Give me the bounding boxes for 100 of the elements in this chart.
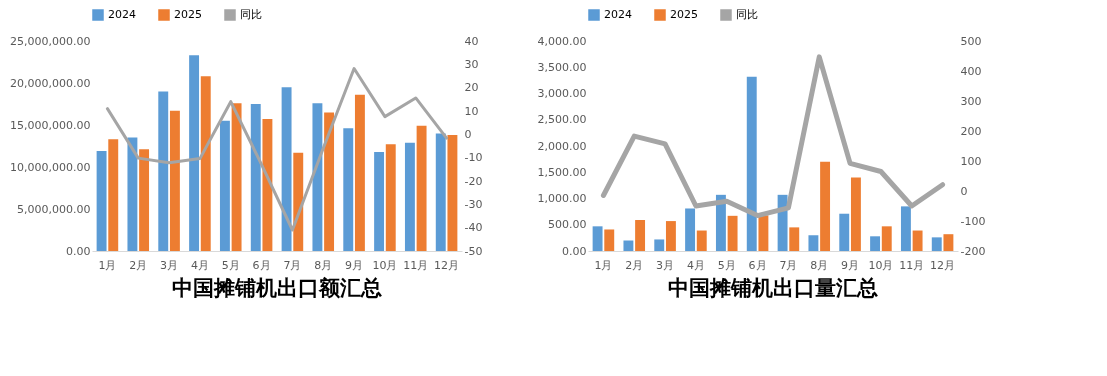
x-tick-label: 1月 (98, 258, 117, 272)
bar (943, 234, 954, 251)
y-tick-label: 4,000.00 (537, 34, 587, 48)
y2-tick-label: 20 (464, 81, 479, 95)
x-tick-label: 10月 (868, 258, 894, 272)
x-tick-label: 2月 (625, 258, 644, 272)
bar (139, 149, 150, 251)
legend-label: 同比 (736, 8, 758, 21)
legend-label: 2025 (670, 8, 698, 21)
y2-tick-label: 30 (464, 57, 479, 71)
y2-tick-label: -50 (464, 244, 483, 258)
x-tick-label: 8月 (810, 258, 829, 272)
line-series (105, 67, 449, 232)
x-tick-label: 3月 (160, 258, 179, 272)
y2-tick-label: 400 (960, 64, 982, 78)
bar (374, 151, 385, 251)
bar (604, 229, 615, 251)
y2-tick-label: 300 (960, 94, 982, 108)
x-tick-label: 11月 (899, 258, 925, 272)
text: 中国摊铺机出口量汇总 (668, 276, 878, 300)
x-tick-label: 3月 (656, 258, 675, 272)
bar (231, 103, 242, 251)
y-tick-label: 500.00 (548, 218, 587, 232)
bar (746, 76, 757, 251)
bar (592, 226, 603, 251)
y-tick-label: 25,000,000.00 (10, 34, 91, 48)
y-tick-label: 10,000,000.00 (10, 160, 91, 174)
bar (200, 76, 211, 251)
bar (912, 230, 923, 251)
x-tick-label: 6月 (252, 258, 271, 272)
bar (96, 151, 107, 251)
bar (839, 213, 850, 251)
y-tick-label: 2,500.00 (537, 113, 587, 127)
bar (343, 128, 354, 251)
bar (665, 221, 676, 251)
bar (416, 125, 427, 251)
y2-tick-label: -10 (464, 151, 483, 165)
bar (931, 237, 942, 251)
bar (108, 139, 119, 251)
bar (635, 220, 646, 251)
x-tick-label: 5月 (221, 258, 240, 272)
y-tick-label: 2,000.00 (537, 139, 587, 153)
bar (727, 215, 738, 251)
bar (385, 144, 396, 251)
y2-tick-label: -20 (464, 174, 483, 188)
bar (696, 230, 707, 251)
y2-tick-label: 40 (464, 34, 479, 48)
bar (623, 240, 634, 251)
bar (435, 133, 446, 251)
x-tick-label: 1月 (594, 258, 613, 272)
x-tick-label: 2月 (129, 258, 148, 272)
legend-label: 2024 (108, 8, 136, 21)
legend-label: 2025 (174, 8, 202, 21)
bar (354, 94, 365, 251)
bar (312, 103, 323, 251)
text: 中国摊铺机出口额汇总 (172, 276, 382, 300)
bar (219, 120, 230, 251)
bar (293, 152, 304, 251)
bar (685, 208, 696, 251)
x-tick-label: 12月 (930, 258, 956, 272)
bar (324, 112, 335, 251)
bar (189, 55, 200, 251)
y-tick-label: 0.00 (562, 244, 587, 258)
x-tick-label: 8月 (314, 258, 333, 272)
y-tick-label: 3,000.00 (537, 87, 587, 100)
x-tick-label: 10月 (372, 258, 398, 272)
y-tick-label: 0.00 (66, 244, 91, 258)
y2-tick-label: -200 (960, 244, 986, 258)
x-tick-label: 4月 (686, 258, 705, 272)
bar (900, 206, 911, 251)
y2-tick-label: -40 (464, 221, 483, 235)
bar (881, 226, 892, 251)
y-tick-label: 20,000,000.00 (10, 76, 91, 90)
y2-tick-label: -100 (960, 214, 986, 228)
x-tick-label: 9月 (841, 258, 860, 272)
bar (404, 142, 415, 251)
bar (654, 239, 665, 251)
x-tick-label: 6月 (748, 258, 767, 272)
bar (281, 87, 292, 251)
y2-tick-label: 200 (960, 124, 982, 138)
bar (158, 91, 169, 251)
legend-label: 同比 (240, 8, 262, 21)
y2-tick-label: -30 (464, 197, 483, 211)
bar (127, 137, 138, 251)
bar (808, 235, 819, 251)
y2-tick-label: 500 (960, 34, 982, 48)
y2-tick-label: 100 (960, 154, 982, 168)
y2-tick-label: 10 (464, 104, 479, 118)
y-tick-label: 1,500.00 (537, 165, 587, 179)
bar (789, 227, 800, 251)
y-tick-label: 1,000.00 (537, 192, 587, 205)
legend-label: 2024 (604, 8, 632, 21)
bar (715, 194, 726, 251)
y-tick-label: 15,000,000.00 (10, 118, 91, 132)
bar (820, 161, 831, 251)
x-tick-label: 7月 (283, 258, 302, 272)
bar (169, 110, 180, 251)
bar (850, 177, 861, 251)
x-tick-label: 12月 (434, 258, 460, 272)
bar (250, 104, 261, 251)
